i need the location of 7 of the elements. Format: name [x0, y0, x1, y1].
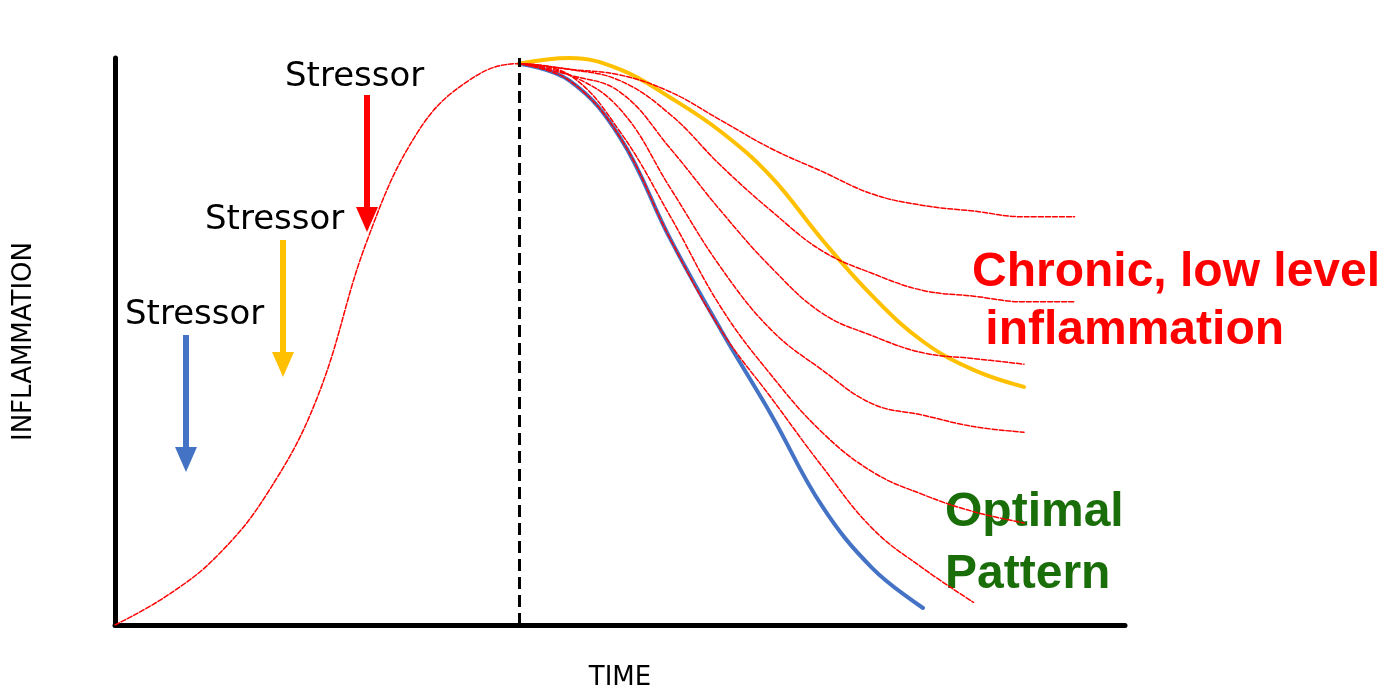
annotation: Stressor — [205, 197, 345, 237]
annotation: Stressor — [125, 292, 265, 332]
annotation: Optimal Pattern — [945, 482, 1138, 598]
annotation: Chronic, low level inflammation — [972, 242, 1381, 354]
x-axis-title: TIME — [587, 661, 652, 691]
y-axis-title: INFLAMMATION — [7, 241, 37, 442]
annotation: Stressor — [285, 54, 425, 94]
